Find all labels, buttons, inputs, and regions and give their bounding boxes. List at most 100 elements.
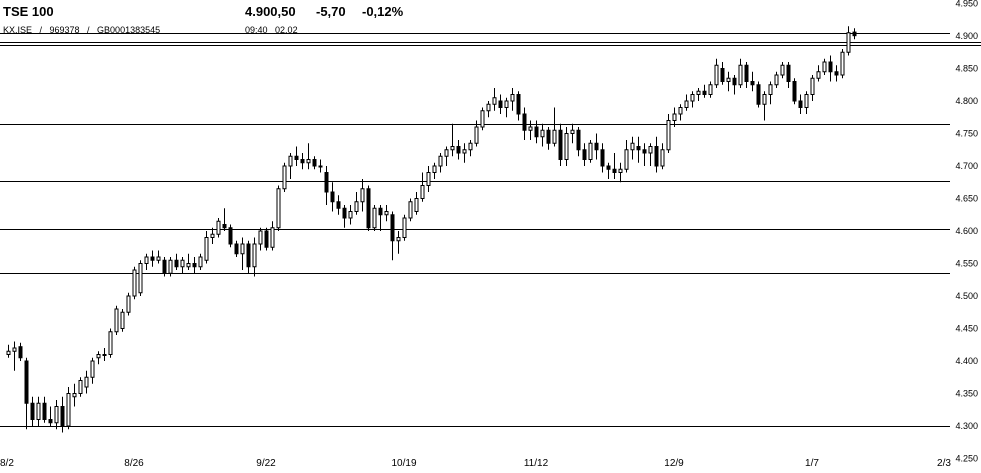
candle-138 — [834, 65, 839, 82]
candle-body — [408, 201, 413, 219]
y-tick-label: 4.300 — [955, 421, 978, 431]
candle-body — [786, 64, 791, 82]
candle-body — [312, 159, 317, 167]
candle-119 — [720, 62, 725, 85]
candle-1 — [12, 341, 17, 371]
candle-6 — [42, 396, 47, 423]
candle-body — [720, 68, 725, 82]
candle-body — [210, 233, 215, 238]
y-tick-label: 4.950 — [955, 0, 978, 9]
candle-body — [666, 120, 671, 151]
candle-79 — [480, 107, 485, 131]
candle-39 — [240, 237, 245, 270]
candle-88 — [534, 120, 539, 144]
candle-100 — [606, 162, 611, 179]
candle-0 — [6, 344, 11, 358]
candle-104 — [630, 136, 635, 160]
candle-105 — [636, 136, 641, 163]
candle-body — [564, 133, 569, 160]
y-tick-label: 4.550 — [955, 259, 978, 269]
candle-131 — [792, 78, 797, 105]
candle-body — [264, 230, 269, 248]
x-tick-label: 8/26 — [124, 458, 144, 469]
candle-125 — [756, 81, 761, 108]
candle-31 — [192, 257, 197, 274]
candle-body — [684, 100, 689, 108]
candle-body — [84, 376, 89, 388]
candle-body — [822, 61, 827, 73]
candle-9 — [60, 396, 65, 433]
y-tick-label: 4.750 — [955, 129, 978, 139]
candle-body — [852, 31, 857, 37]
candle-66 — [402, 214, 407, 241]
candle-61 — [372, 205, 377, 231]
candle-27 — [168, 257, 173, 277]
candle-126 — [762, 91, 767, 121]
candle-body — [522, 113, 527, 131]
candle-86 — [522, 107, 527, 140]
x-axis: 8/2 8/26 9/22 10/19 11/12 12/9 1/7 2/3 — [0, 458, 951, 469]
candle-body — [708, 84, 713, 95]
candle-body — [510, 94, 515, 102]
candle-body — [732, 77, 737, 86]
candle-body — [834, 71, 839, 76]
candle-body — [420, 185, 425, 199]
candle-body — [606, 165, 611, 170]
instrument-title: TSE 100 — [3, 4, 54, 19]
y-tick-label: 4.600 — [955, 226, 978, 236]
candle-body — [108, 331, 113, 355]
candle-body — [588, 142, 593, 160]
candle-57 — [348, 205, 353, 225]
candle-110 — [666, 114, 671, 153]
candle-body — [66, 393, 71, 427]
candle-26 — [162, 257, 167, 277]
candle-body — [360, 188, 365, 203]
quote-date-value: 02.02 — [275, 25, 298, 35]
candle-32 — [198, 253, 203, 270]
candle-body — [714, 64, 719, 86]
candle-15 — [96, 351, 101, 365]
x-tick-label: 1/7 — [805, 458, 819, 469]
candle-127 — [768, 81, 773, 105]
candle-118 — [714, 58, 719, 88]
candle-body — [810, 77, 815, 95]
y-tick-label: 4.850 — [955, 64, 978, 74]
candle-body — [300, 159, 305, 164]
candle-43 — [264, 227, 269, 251]
candle-25 — [156, 250, 161, 264]
candle-48 — [294, 146, 299, 166]
candle-body — [384, 211, 389, 216]
candles — [6, 26, 857, 433]
candle-body — [480, 110, 485, 128]
candle-81 — [492, 88, 497, 111]
candle-body — [378, 207, 383, 216]
candle-body — [252, 243, 257, 268]
candle-body — [438, 155, 443, 167]
candle-body — [750, 81, 755, 86]
candle-101 — [612, 153, 617, 179]
candle-95 — [576, 127, 581, 157]
candle-13 — [84, 370, 89, 394]
candle-body — [696, 90, 701, 95]
candle-body — [54, 406, 59, 424]
candle-71 — [432, 162, 437, 179]
candle-18 — [114, 305, 119, 335]
candle-42 — [258, 227, 263, 251]
candle-36 — [222, 208, 227, 231]
candle-body — [30, 402, 35, 420]
candle-19 — [120, 309, 125, 332]
candle-112 — [678, 104, 683, 121]
candle-body — [318, 165, 323, 168]
candle-134 — [810, 75, 815, 101]
candle-97 — [588, 140, 593, 163]
candle-59 — [360, 179, 365, 212]
candle-body — [198, 256, 203, 268]
candle-68 — [414, 192, 419, 215]
candle-113 — [684, 94, 689, 111]
y-tick-label: 4.650 — [955, 194, 978, 204]
candle-56 — [342, 205, 347, 228]
horizontal-levels — [0, 33, 950, 427]
candle-body — [306, 159, 311, 164]
candle-67 — [408, 198, 413, 222]
